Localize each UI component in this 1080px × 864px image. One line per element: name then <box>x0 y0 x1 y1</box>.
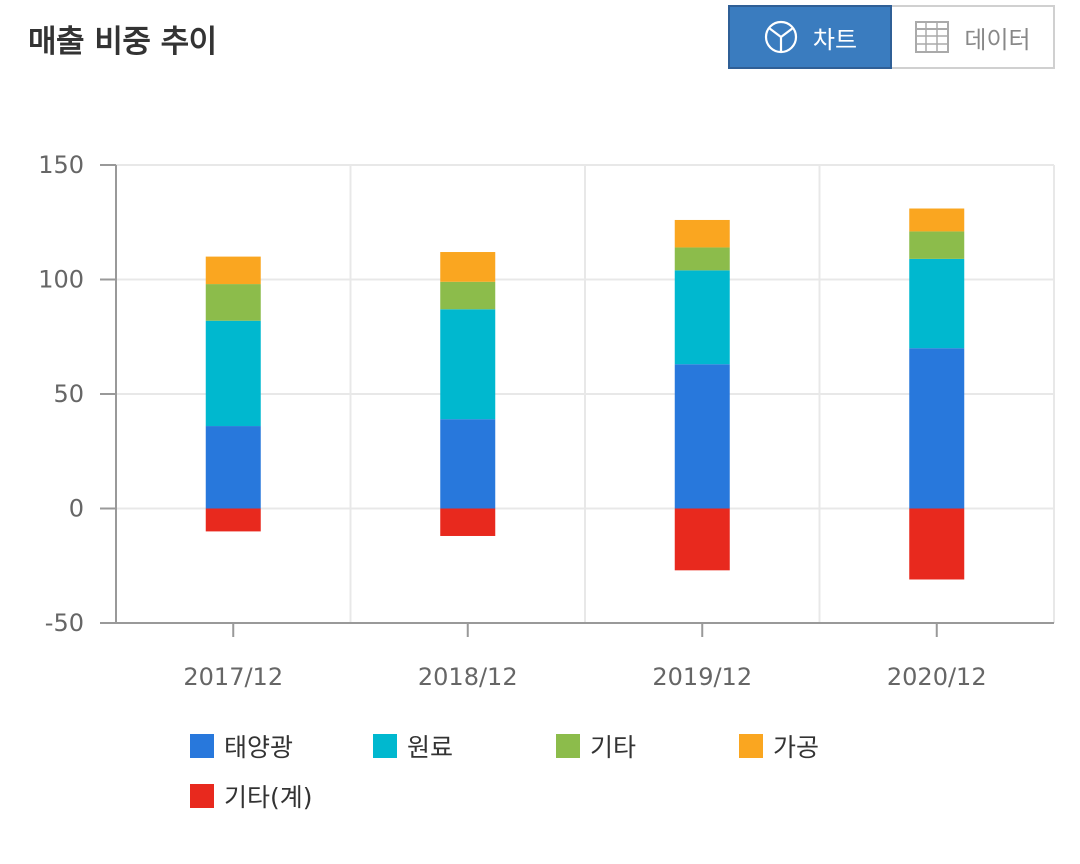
bar-segment <box>205 508 261 532</box>
page-title: 매출 비중 추이 <box>28 24 217 60</box>
legend-item[interactable]: 원료 <box>373 728 453 764</box>
bar-segment <box>909 231 965 259</box>
bar-segment <box>440 252 496 282</box>
bar-segment <box>205 256 261 285</box>
bar-segment <box>909 208 965 232</box>
bar-segment <box>440 419 496 509</box>
bar-segment <box>205 320 261 427</box>
x-tick-label: 2019/12 <box>652 663 752 691</box>
legend-item[interactable]: 기타 <box>556 728 636 764</box>
bar-segment <box>909 508 965 580</box>
bar-segment <box>909 348 965 509</box>
bar-segment <box>674 270 730 365</box>
legend-item[interactable]: 가공 <box>739 728 819 764</box>
table-grid-icon <box>914 20 950 54</box>
legend-swatch <box>190 734 214 758</box>
bar-segment <box>674 364 730 509</box>
bar-segment <box>205 284 261 321</box>
chart-view-label: 차트 <box>812 25 858 54</box>
legend-label: 기타(계) <box>224 783 313 812</box>
legend-item[interactable]: 태양광 <box>190 728 293 764</box>
y-tick-label: 0 <box>69 495 84 523</box>
x-tick-label: 2018/12 <box>418 663 518 691</box>
x-tick-label: 2017/12 <box>183 663 283 691</box>
y-tick-label: 50 <box>53 380 84 408</box>
bar-segment <box>205 426 261 509</box>
pie-chart-icon <box>763 19 799 55</box>
bar-segment <box>440 281 496 310</box>
chart-view-button[interactable]: 차트 <box>728 5 892 69</box>
view-toggle: 차트 데이터 <box>728 5 1055 69</box>
legend-label: 기타 <box>590 733 637 762</box>
x-tick-label: 2020/12 <box>887 663 987 691</box>
legend-label: 태양광 <box>224 733 294 762</box>
bar-segment <box>909 258 965 349</box>
legend-item[interactable]: 기타(계) <box>190 778 313 814</box>
legend-swatch <box>739 734 763 758</box>
legend-swatch <box>190 784 214 808</box>
legend-swatch <box>373 734 397 758</box>
stacked-bar-chart: 150 100 50 0 -50 2017/12 2018/12 2019/12 2020/12 <box>38 151 1055 691</box>
data-view-button[interactable]: 데이터 <box>892 5 1055 69</box>
legend-label: 가공 <box>773 733 820 762</box>
data-view-label: 데이터 <box>964 25 1031 54</box>
legend-swatch <box>556 734 580 758</box>
y-tick-label: 100 <box>38 266 84 294</box>
y-tick-label: -50 <box>45 609 84 637</box>
bar-segment <box>674 247 730 271</box>
bar-segment <box>674 219 730 248</box>
bar-segment <box>674 508 730 571</box>
bar-segment <box>440 508 496 536</box>
y-tick-label: 150 <box>38 151 84 179</box>
legend-label: 원료 <box>407 733 454 762</box>
bar-segment <box>440 309 496 420</box>
